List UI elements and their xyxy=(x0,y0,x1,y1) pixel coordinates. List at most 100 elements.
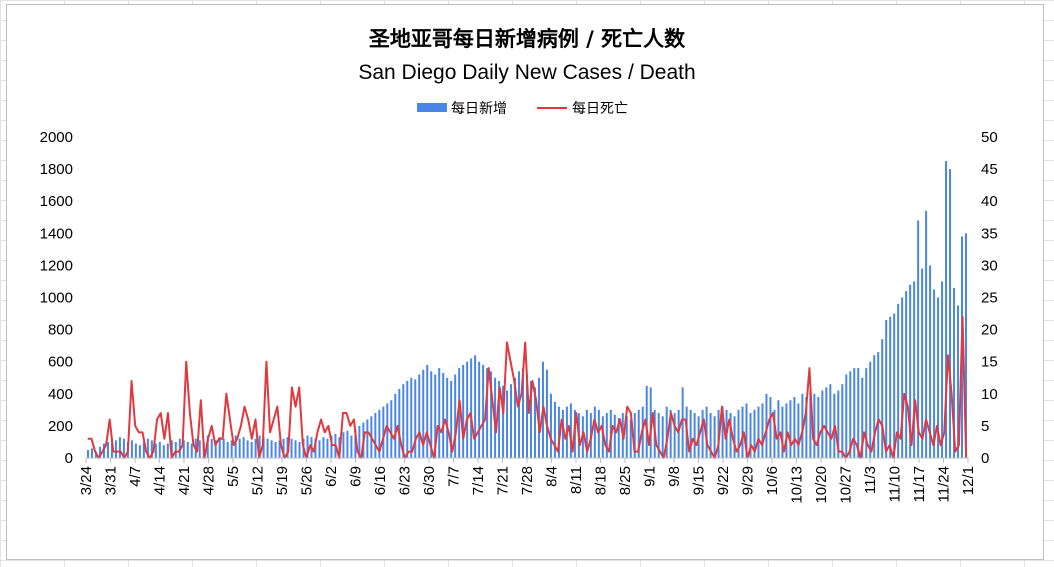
new-cases-bar xyxy=(150,440,153,458)
new-cases-bar xyxy=(753,409,756,458)
new-cases-bar xyxy=(198,440,201,458)
new-cases-bar xyxy=(110,438,113,458)
new-cases-bar xyxy=(130,440,133,458)
new-cases-bar xyxy=(881,339,884,458)
new-cases-bar xyxy=(857,368,860,458)
new-cases-bar xyxy=(234,435,237,458)
new-cases-bar xyxy=(154,443,157,458)
right-axis-tick-label: 35 xyxy=(981,225,998,242)
new-cases-bar xyxy=(182,440,185,458)
new-cases-bar xyxy=(138,445,141,458)
new-cases-bar xyxy=(633,413,636,458)
new-cases-bar xyxy=(90,448,93,458)
new-cases-bar xyxy=(274,441,277,458)
x-axis-tick-label: 4/7 xyxy=(127,466,144,487)
new-cases-bar xyxy=(106,441,109,458)
new-cases-bar xyxy=(729,413,732,458)
new-cases-bar xyxy=(545,369,548,458)
new-cases-bar xyxy=(454,374,457,458)
new-cases-bar xyxy=(905,291,908,458)
x-axis-tick-label: 5/19 xyxy=(274,466,291,495)
new-cases-bar xyxy=(270,440,273,458)
new-cases-bar xyxy=(298,441,301,458)
new-cases-bar xyxy=(533,387,536,458)
new-cases-bar xyxy=(482,364,485,458)
new-cases-bar xyxy=(186,441,189,458)
new-cases-bar xyxy=(158,441,161,458)
new-cases-bar xyxy=(925,210,928,458)
new-cases-bar xyxy=(937,297,940,458)
new-cases-bar xyxy=(246,440,249,458)
left-axis-tick-label: 1400 xyxy=(40,225,73,242)
new-cases-bar xyxy=(438,368,441,458)
new-cases-bar xyxy=(418,374,421,458)
right-axis-tick-label: 0 xyxy=(981,450,989,467)
new-cases-bar xyxy=(877,352,880,458)
new-cases-bar xyxy=(374,413,377,458)
new-cases-bar xyxy=(430,371,433,458)
new-cases-bar xyxy=(689,409,692,458)
new-cases-bar xyxy=(737,409,740,458)
new-cases-bar xyxy=(314,438,317,458)
new-cases-bar xyxy=(518,371,521,458)
new-cases-bar xyxy=(350,435,353,458)
x-axis-tick-label: 9/15 xyxy=(691,466,708,495)
left-axis-tick-label: 0 xyxy=(65,450,73,467)
right-axis-tick-label: 25 xyxy=(981,290,998,307)
left-axis-ticks: 0 200 400 600 800 1000 1200 1400 1600 1800 2000 xyxy=(40,129,73,467)
new-cases-bar xyxy=(773,409,776,458)
right-axis-tick-label: 5 xyxy=(981,418,989,435)
new-cases-bar xyxy=(266,438,269,458)
left-axis-tick-label: 200 xyxy=(48,418,73,435)
legend-label-new-cases: 每日新增 xyxy=(451,101,507,117)
left-axis-tick-label: 800 xyxy=(48,322,73,339)
new-cases-bar xyxy=(793,397,796,458)
new-cases-bar xyxy=(282,438,285,458)
new-cases-bar xyxy=(406,380,409,458)
new-cases-bar xyxy=(873,355,876,458)
new-cases-bar xyxy=(278,440,281,458)
new-cases-bar xyxy=(214,440,217,458)
right-axis-tick-label: 50 xyxy=(981,129,998,146)
x-axis-tick-label: 5/12 xyxy=(250,466,267,495)
new-cases-bar xyxy=(637,409,640,458)
x-axis-tick-label: 7/28 xyxy=(519,466,536,495)
x-axis-tick-label: 11/24 xyxy=(936,466,953,502)
new-cases-bar xyxy=(929,265,932,458)
new-cases-bar xyxy=(889,316,892,458)
new-cases-bar xyxy=(693,413,696,458)
new-cases-bar xyxy=(446,377,449,458)
new-cases-bar xyxy=(134,443,137,458)
new-cases-bar xyxy=(701,409,704,458)
new-cases-bar xyxy=(458,368,461,458)
new-cases-bar xyxy=(142,441,145,458)
new-cases-bar xyxy=(825,387,828,458)
x-axis-tick-label: 5/5 xyxy=(225,466,242,487)
new-cases-bar xyxy=(613,414,616,458)
new-cases-bar xyxy=(402,384,405,458)
new-cases-bar xyxy=(358,425,361,458)
new-cases-bar xyxy=(681,387,684,458)
new-cases-bar xyxy=(290,438,293,458)
x-axis-tick-label: 10/20 xyxy=(813,466,830,504)
new-cases-bar xyxy=(294,440,297,458)
new-cases-bar xyxy=(949,169,952,458)
x-axis-tick-label: 9/8 xyxy=(666,466,683,487)
new-cases-bar xyxy=(677,409,680,458)
new-cases-bar xyxy=(330,435,333,458)
x-axis-tick-label: 9/22 xyxy=(715,466,732,495)
chart-frame[interactable] xyxy=(6,4,1044,560)
new-cases-bar xyxy=(346,430,349,458)
x-axis-tick-label: 8/18 xyxy=(593,466,610,495)
chart-subtitle: San Diego Daily New Cases / Death xyxy=(358,61,695,84)
new-cases-bar xyxy=(262,437,265,458)
new-cases-bar xyxy=(733,416,736,458)
new-cases-bar xyxy=(909,284,912,458)
new-cases-bar xyxy=(258,435,261,458)
new-cases-bar xyxy=(853,368,856,458)
x-axis-tick-label: 3/31 xyxy=(103,466,120,495)
new-cases-bar xyxy=(474,355,477,458)
x-axis-tick-label: 12/1 xyxy=(960,466,977,495)
new-cases-bar xyxy=(470,358,473,458)
new-cases-bar xyxy=(897,303,900,458)
